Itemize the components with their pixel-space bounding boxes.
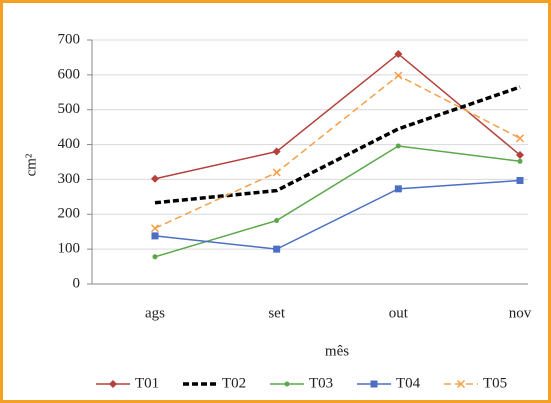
series-marker	[272, 168, 281, 177]
y-tick-label: 700	[58, 31, 81, 47]
series-line	[154, 74, 521, 229]
legend-marker	[370, 380, 378, 388]
series-marker	[516, 176, 524, 184]
series-marker	[517, 158, 523, 164]
series-marker	[273, 245, 281, 253]
legend-label: T02	[222, 375, 246, 391]
y-tick-label: 400	[58, 136, 81, 152]
series-marker	[394, 71, 403, 80]
y-tick-label: 300	[58, 171, 81, 187]
x-tick-label: ags	[145, 305, 165, 321]
series-marker	[152, 254, 158, 260]
series-marker	[274, 218, 280, 224]
x-tick-label: out	[389, 305, 409, 321]
series-line	[154, 145, 521, 258]
y-tick-label: 500	[58, 101, 81, 117]
series-marker	[515, 134, 525, 143]
series-line	[154, 52, 521, 180]
x-axis-label: mês	[325, 343, 349, 359]
series-marker	[151, 232, 159, 240]
series-marker	[516, 151, 524, 160]
x-tick-label: set	[268, 305, 285, 321]
legend-marker	[284, 381, 290, 387]
series-marker	[395, 143, 401, 149]
legend-marker	[109, 380, 117, 388]
legend-label: T04	[396, 375, 421, 391]
y-tick-label: 0	[73, 275, 81, 291]
legend-marker	[456, 379, 466, 389]
y-axis-label: cm²	[23, 153, 39, 176]
y-tick-label: 200	[58, 206, 81, 222]
series-line	[154, 85, 521, 205]
y-tick-label: 100	[58, 241, 81, 257]
series-marker	[394, 49, 403, 58]
legend-label: T01	[135, 375, 159, 391]
legend-label: T03	[309, 375, 333, 391]
x-tick-label: nov	[509, 305, 532, 321]
series-marker	[272, 147, 281, 156]
series-marker	[394, 185, 402, 193]
series-line	[154, 179, 521, 250]
y-tick-label: 600	[58, 66, 81, 82]
series-marker	[151, 174, 159, 183]
series-marker	[150, 224, 160, 233]
legend-label: T05	[483, 375, 507, 391]
